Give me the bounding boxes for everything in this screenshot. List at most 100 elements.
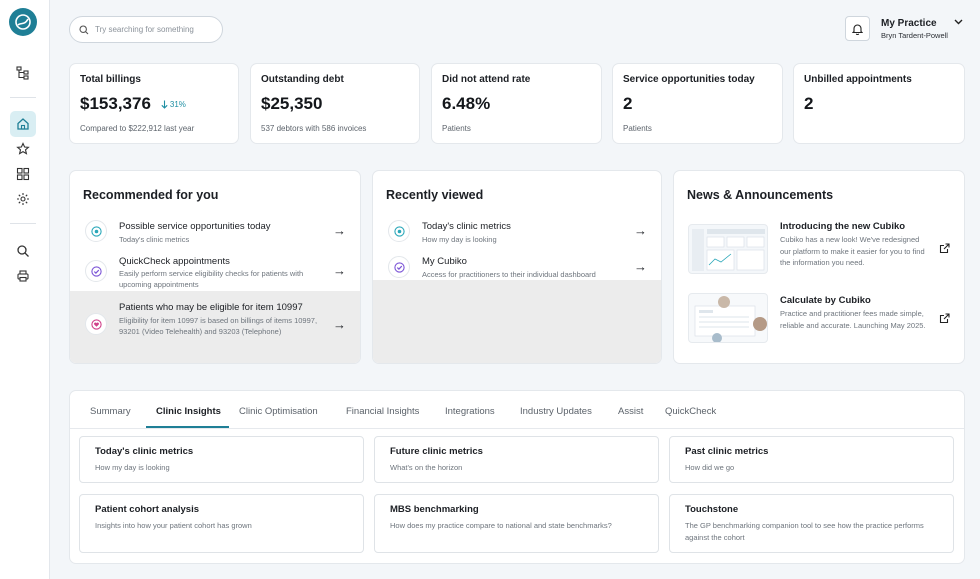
tab-financial-insights[interactable]: Financial Insights <box>346 406 420 417</box>
sidebar-item-settings[interactable] <box>10 186 36 212</box>
stat-subtext: Patients <box>623 124 652 133</box>
tab-clinic-insights[interactable]: Clinic Insights <box>156 406 221 417</box>
arrow-right-icon[interactable]: → <box>333 223 346 238</box>
stat-card-unbilled-appointments[interactable]: Unbilled appointments 2 <box>793 63 965 144</box>
list-item-desc: How my day is looking <box>422 235 497 244</box>
insight-desc: The GP benchmarking companion tool to se… <box>685 521 924 542</box>
sidebar-divider <box>10 223 36 224</box>
notifications-button[interactable] <box>845 16 870 41</box>
stat-subtext: Compared to $222,912 last year <box>80 124 195 133</box>
insight-card-mbs-benchmarking[interactable]: MBS benchmarking How does my practice co… <box>374 494 659 553</box>
external-link-icon[interactable] <box>939 313 950 324</box>
list-item-icon <box>388 256 410 278</box>
tab-integrations[interactable]: Integrations <box>445 406 495 417</box>
news-thumbnail[interactable] <box>688 293 768 343</box>
sidebar <box>0 0 50 579</box>
shield-check-icon <box>90 265 102 277</box>
home-icon <box>17 118 29 130</box>
arrow-right-icon[interactable]: → <box>333 263 346 278</box>
list-item[interactable]: Possible service opportunities today Tod… <box>70 215 360 247</box>
stat-title: Did not attend rate <box>442 74 531 85</box>
arrow-down-icon <box>161 100 168 109</box>
panel-title: Recently viewed <box>386 188 484 202</box>
sidebar-divider <box>10 97 36 98</box>
stat-value: 2 <box>804 94 814 113</box>
tab-assist[interactable]: Assist <box>618 406 644 417</box>
cubiko-logo[interactable] <box>9 8 37 36</box>
stat-card-outstanding-debt[interactable]: Outstanding debt $25,350 537 debtors wit… <box>250 63 420 144</box>
dashboard-preview-image <box>692 229 765 271</box>
panel-title: News & Announcements <box>687 188 834 202</box>
grid-icon <box>16 167 30 181</box>
list-item-icon <box>85 313 107 335</box>
list-item[interactable]: Today's clinic metrics How my day is loo… <box>373 215 661 247</box>
stat-card-total-billings[interactable]: Total billings $153,376 31% Compared to … <box>69 63 239 144</box>
insight-card-todays-metrics[interactable]: Today's clinic metrics How my day is loo… <box>79 436 364 483</box>
list-item-title: Patients who may be eligible for item 10… <box>119 302 303 313</box>
insight-card-past-metrics[interactable]: Past clinic metrics How did we go <box>669 436 954 483</box>
sidebar-item-search[interactable] <box>10 238 36 264</box>
arrow-right-icon[interactable]: → <box>333 317 346 332</box>
stat-card-service-opportunities[interactable]: Service opportunities today 2 Patients <box>612 63 783 144</box>
insight-desc: Insights into how your patient cohort ha… <box>95 521 252 530</box>
sidebar-item-print[interactable] <box>10 263 36 289</box>
insight-desc: What's on the horizon <box>390 463 463 472</box>
insight-card-cohort-analysis[interactable]: Patient cohort analysis Insights into ho… <box>79 494 364 553</box>
active-tab-indicator <box>146 426 229 428</box>
insight-desc: How did we go <box>685 463 735 472</box>
eye-icon <box>393 225 405 237</box>
recently-viewed-panel: Recently viewed Today's clinic metrics H… <box>372 170 662 364</box>
news-panel: News & Announcements Introducing the new… <box>673 170 965 364</box>
stat-card-dna-rate[interactable]: Did not attend rate 6.48% Patients <box>431 63 602 144</box>
tab-industry-updates[interactable]: Industry Updates <box>520 406 592 417</box>
sidebar-item-dashboards[interactable] <box>10 161 36 187</box>
insight-card-future-metrics[interactable]: Future clinic metrics What's on the hori… <box>374 436 659 483</box>
list-item-desc: Today's clinic metrics <box>119 235 190 244</box>
stat-delta-value: 31% <box>169 99 186 109</box>
news-desc: Practice and practitioner fees made simp… <box>780 309 926 330</box>
stat-value: 6.48% <box>442 94 491 113</box>
recommended-panel: Recommended for you Possible service opp… <box>69 170 361 364</box>
list-item-title: Possible service opportunities today <box>119 221 271 232</box>
search-input[interactable] <box>95 25 213 34</box>
arrow-right-icon[interactable]: → <box>634 259 647 274</box>
chevron-down-icon[interactable] <box>954 19 963 25</box>
tab-bar: Summary Clinic Insights Clinic Optimisat… <box>70 391 964 429</box>
stat-value: $153,376 <box>80 94 151 113</box>
stat-delta: 31% <box>161 100 186 109</box>
external-link-icon[interactable] <box>939 243 950 254</box>
sidebar-item-favourites[interactable] <box>10 136 36 162</box>
arrow-right-icon[interactable]: → <box>634 223 647 238</box>
user-name: Bryn Tardent-Powell <box>881 31 948 40</box>
news-desc: Cubiko has a new look! We've redesigned … <box>780 235 925 267</box>
account-menu[interactable]: My Practice Bryn Tardent-Powell <box>881 18 948 40</box>
sidebar-item-home[interactable] <box>10 111 36 137</box>
insight-card-touchstone[interactable]: Touchstone The GP benchmarking companion… <box>669 494 954 553</box>
list-item-icon <box>85 260 107 282</box>
insight-title: Today's clinic metrics <box>95 446 194 457</box>
insight-title: Touchstone <box>685 504 739 515</box>
stat-subtext: Patients <box>442 124 471 133</box>
search-icon <box>79 24 89 34</box>
list-item[interactable]: QuickCheck appointments Easily perform s… <box>70 251 360 289</box>
sidebar-item-hierarchy[interactable] <box>10 60 36 86</box>
search-bar[interactable] <box>69 16 223 43</box>
stat-value: $25,350 <box>261 94 323 113</box>
stat-title: Outstanding debt <box>261 74 344 85</box>
stat-value-row: $153,376 31% <box>80 94 228 114</box>
list-item[interactable]: My Cubiko Access for practitioners to th… <box>373 251 661 279</box>
list-item[interactable]: Patients who may be eligible for item 10… <box>70 291 360 363</box>
insight-title: MBS benchmarking <box>390 504 479 515</box>
tab-summary[interactable]: Summary <box>90 406 131 417</box>
insight-desc: How my day is looking <box>95 463 170 472</box>
stat-subtext: 537 debtors with 586 invoices <box>261 124 367 133</box>
insight-title: Patient cohort analysis <box>95 504 200 515</box>
gear-icon <box>17 193 29 205</box>
news-thumbnail[interactable] <box>688 224 768 274</box>
tab-quickcheck[interactable]: QuickCheck <box>665 406 717 417</box>
insight-title: Future clinic metrics <box>390 446 483 457</box>
hierarchy-icon <box>16 66 29 80</box>
calculator-preview-image <box>694 296 767 342</box>
tab-clinic-optimisation[interactable]: Clinic Optimisation <box>239 406 318 417</box>
heart-icon <box>90 318 102 330</box>
